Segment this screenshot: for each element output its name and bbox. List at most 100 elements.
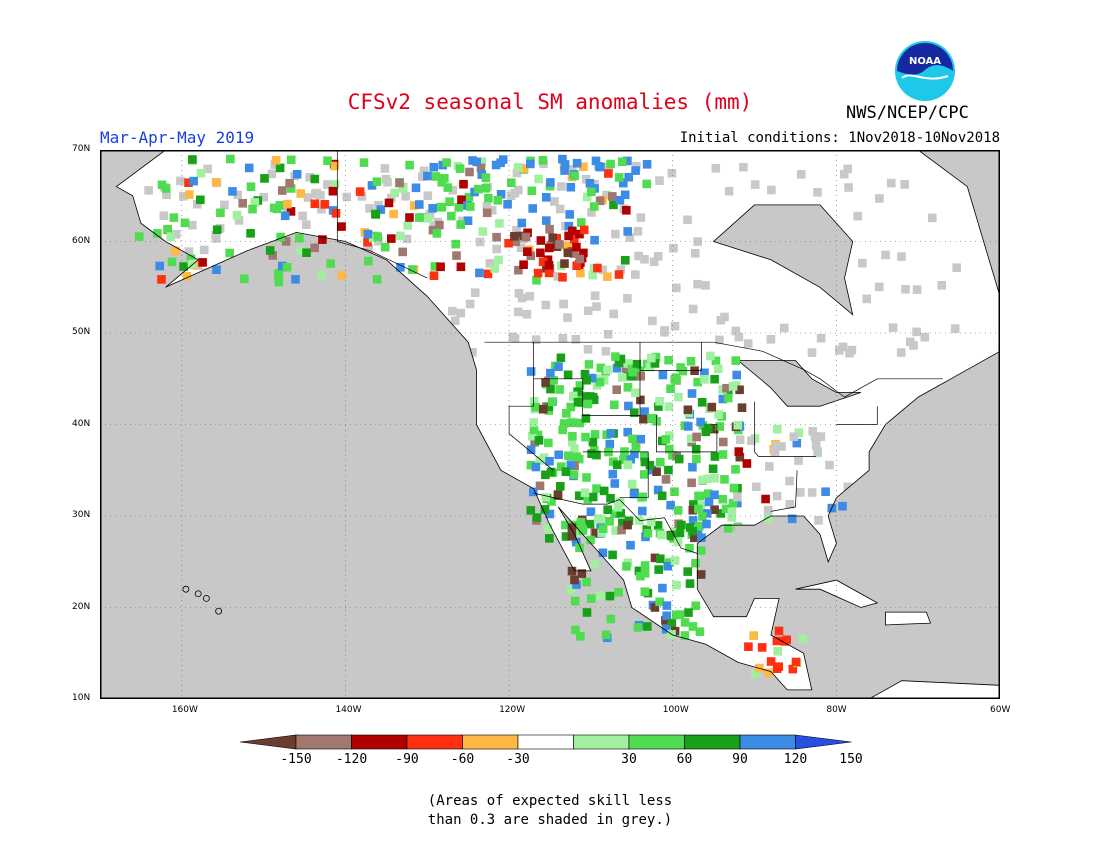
- anomaly-cell: [881, 250, 890, 260]
- legend-swatch: [739, 734, 796, 750]
- anomaly-cell: [612, 385, 621, 394]
- anomaly-cell: [357, 192, 367, 201]
- anomaly-cell: [538, 156, 548, 165]
- anomaly-cell: [695, 491, 705, 501]
- anomaly-cell: [718, 394, 728, 404]
- anomaly-cell: [478, 227, 488, 236]
- anomaly-cell: [621, 364, 631, 373]
- anomaly-cell: [596, 591, 605, 600]
- anomaly-cell: [687, 389, 697, 398]
- anomaly-cell: [472, 157, 481, 167]
- anomaly-cell: [636, 395, 645, 405]
- anomaly-cell: [317, 270, 327, 280]
- anomaly-cell: [565, 210, 574, 219]
- lon-label: 120W: [499, 705, 526, 715]
- anomaly-cell: [688, 505, 698, 515]
- anomaly-cell: [657, 530, 666, 540]
- hudson-bay-water: [712, 204, 854, 316]
- anomaly-cell: [167, 257, 177, 267]
- anomaly-cell: [631, 388, 640, 398]
- anomaly-cell: [436, 203, 445, 212]
- anomaly-cell: [155, 261, 164, 271]
- anomaly-cell: [553, 491, 563, 500]
- anomaly-cell: [787, 514, 797, 524]
- anomaly-cell: [773, 647, 782, 656]
- anomaly-cell: [528, 204, 537, 213]
- anomaly-cell: [452, 251, 461, 260]
- anomaly-cell: [582, 577, 591, 587]
- anomaly-cell: [845, 348, 854, 358]
- anomaly-cell: [405, 160, 414, 170]
- anomaly-cell: [534, 174, 543, 184]
- anomaly-cell: [558, 273, 567, 282]
- anomaly-cell: [698, 475, 708, 485]
- anomaly-cell: [450, 316, 460, 326]
- anomaly-cell: [432, 229, 442, 238]
- anomaly-cell: [337, 222, 346, 231]
- anomaly-cell: [617, 157, 627, 166]
- anomaly-cell: [567, 531, 577, 541]
- anomaly-cell: [693, 237, 702, 246]
- anomaly-cell: [643, 622, 652, 631]
- anomaly-cell: [359, 158, 369, 167]
- anomaly-cell: [642, 160, 652, 169]
- legend-swatch: [295, 734, 352, 750]
- anomaly-cell: [198, 258, 207, 267]
- anomaly-cell: [650, 359, 660, 368]
- anomaly-cell: [858, 258, 867, 268]
- anomaly-cell: [534, 436, 544, 445]
- anomaly-cell: [211, 178, 221, 187]
- anomaly-cell: [711, 164, 721, 173]
- anomaly-cell: [843, 482, 853, 492]
- anomaly-cell: [529, 418, 538, 427]
- anomaly-cell: [767, 185, 776, 195]
- anomaly-cell: [631, 270, 640, 279]
- anomaly-cell: [623, 294, 632, 303]
- anomaly-cell: [342, 192, 352, 202]
- anomaly-cell: [688, 516, 698, 525]
- anomaly-cell: [650, 553, 660, 563]
- anomaly-cell: [364, 244, 373, 254]
- legend-swatch: [462, 734, 519, 750]
- lat-label: 70N: [72, 144, 91, 154]
- anomaly-cell: [661, 616, 670, 625]
- anomaly-cell: [589, 202, 599, 211]
- anomaly-cell: [896, 348, 906, 357]
- anomaly-cell: [609, 309, 618, 319]
- anomaly-cell: [519, 164, 529, 173]
- anomaly-cell: [838, 342, 848, 352]
- anomaly-cell: [423, 214, 433, 223]
- anomaly-cell: [605, 591, 615, 601]
- map-frame: [100, 150, 1000, 699]
- anomaly-cell: [723, 393, 733, 403]
- anomaly-cell: [575, 381, 585, 390]
- anomaly-cell: [295, 233, 304, 243]
- anomaly-cell: [675, 528, 685, 538]
- anomaly-cell: [463, 216, 473, 225]
- anomaly-cell: [739, 162, 748, 172]
- hawaii-island: [194, 590, 202, 598]
- anomaly-cell: [629, 489, 639, 499]
- anomaly-cell: [455, 164, 465, 173]
- anomaly-cell: [454, 203, 463, 212]
- anomaly-cell: [331, 209, 341, 218]
- anomaly-cell: [582, 392, 591, 401]
- anomaly-cell: [310, 199, 320, 209]
- anomaly-cell: [405, 213, 414, 222]
- anomaly-cell: [318, 235, 327, 244]
- anomaly-cell: [673, 537, 683, 547]
- anomaly-cell: [532, 513, 542, 522]
- anomaly-cell: [625, 233, 635, 242]
- anomaly-cell: [328, 186, 338, 196]
- anomaly-cell: [220, 200, 229, 210]
- legend-swatch: [628, 734, 685, 750]
- anomaly-cell: [554, 450, 563, 460]
- anomaly-cell: [549, 376, 558, 385]
- anomaly-cell: [548, 397, 557, 407]
- anomaly-cell: [623, 460, 633, 470]
- anomaly-cell: [844, 183, 853, 192]
- anomaly-cell: [211, 234, 221, 243]
- anomaly-cell: [610, 509, 620, 518]
- anomaly-cell: [355, 247, 365, 257]
- anomaly-cell: [233, 190, 242, 200]
